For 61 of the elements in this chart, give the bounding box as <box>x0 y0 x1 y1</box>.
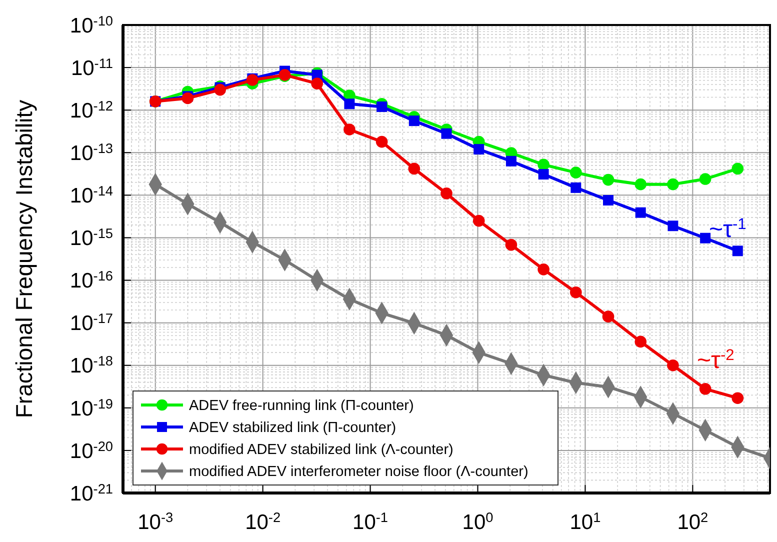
y-tick-label: 10$^{-12}$ <box>70 98 113 122</box>
point <box>602 174 614 186</box>
point <box>602 310 614 323</box>
point <box>408 162 420 175</box>
point <box>634 336 647 348</box>
point <box>732 246 743 256</box>
y-tick-label: 10$^{-21}$ <box>70 480 113 506</box>
x-tick-label: 10$^{-1}$ <box>352 510 388 534</box>
point <box>603 195 614 206</box>
y-tick-label: 10$^{-11}$ <box>70 55 113 80</box>
point <box>441 128 452 139</box>
legend-label: modified ADEV stabilized link (Λ-counter) <box>189 442 454 458</box>
annotation: ~τ$^{-1}$ <box>708 215 746 243</box>
y-tick-label: 10$^{-10}$ <box>70 12 114 38</box>
point <box>474 144 484 155</box>
y-tick-label: 10$^{-20}$ <box>70 438 114 463</box>
point <box>182 92 194 104</box>
point <box>570 166 582 178</box>
x-tick-label: 10$^{1}$ <box>570 510 601 534</box>
y-tick-label: 10$^{-14}$ <box>70 183 114 208</box>
point <box>570 182 582 193</box>
point <box>506 156 516 166</box>
legend-label: modified ADEV interferometer noise floor (Λ-counter) <box>189 464 528 480</box>
x-tick-label: 10$^{2}$ <box>677 510 708 534</box>
y-axis-title: Fractional Frequency Instability <box>11 99 37 418</box>
point <box>214 84 226 96</box>
point <box>634 178 647 190</box>
point <box>699 382 712 395</box>
point <box>505 238 518 251</box>
annotation: ~τ$^{-2}$ <box>696 346 734 374</box>
point <box>667 359 679 372</box>
point <box>538 158 550 171</box>
point <box>699 173 712 185</box>
y-tick-label: 10$^{-13}$ <box>70 140 113 165</box>
point <box>570 286 582 298</box>
x-tick-label: 10$^{-2}$ <box>245 510 281 534</box>
point <box>344 124 356 136</box>
point <box>635 207 646 218</box>
y-tick-label: 10$^{-15}$ <box>70 226 114 250</box>
y-tick-label: 10$^{-19}$ <box>70 396 113 420</box>
point <box>538 264 550 276</box>
point <box>376 136 388 148</box>
point <box>668 220 678 232</box>
point <box>408 116 420 126</box>
y-tick-label: 10$^{-17}$ <box>70 310 113 336</box>
x-tick-label: 10$^{0}$ <box>462 510 494 534</box>
x-tick-label: 10$^{-3}$ <box>138 510 174 534</box>
point <box>472 214 485 227</box>
point <box>667 178 679 190</box>
y-tick-label: 10$^{-16}$ <box>70 268 113 293</box>
point <box>732 392 744 404</box>
point <box>440 188 452 200</box>
point <box>376 101 388 112</box>
legend-label: ADEV free-running link (Π-counter) <box>189 398 414 414</box>
y-tick-label: 10$^{-18}$ <box>70 353 113 378</box>
point <box>538 169 549 180</box>
point <box>732 162 744 175</box>
legend-label: ADEV stabilized link (Π-counter) <box>189 420 396 436</box>
point <box>344 98 355 110</box>
point <box>700 232 711 244</box>
point <box>311 78 324 90</box>
